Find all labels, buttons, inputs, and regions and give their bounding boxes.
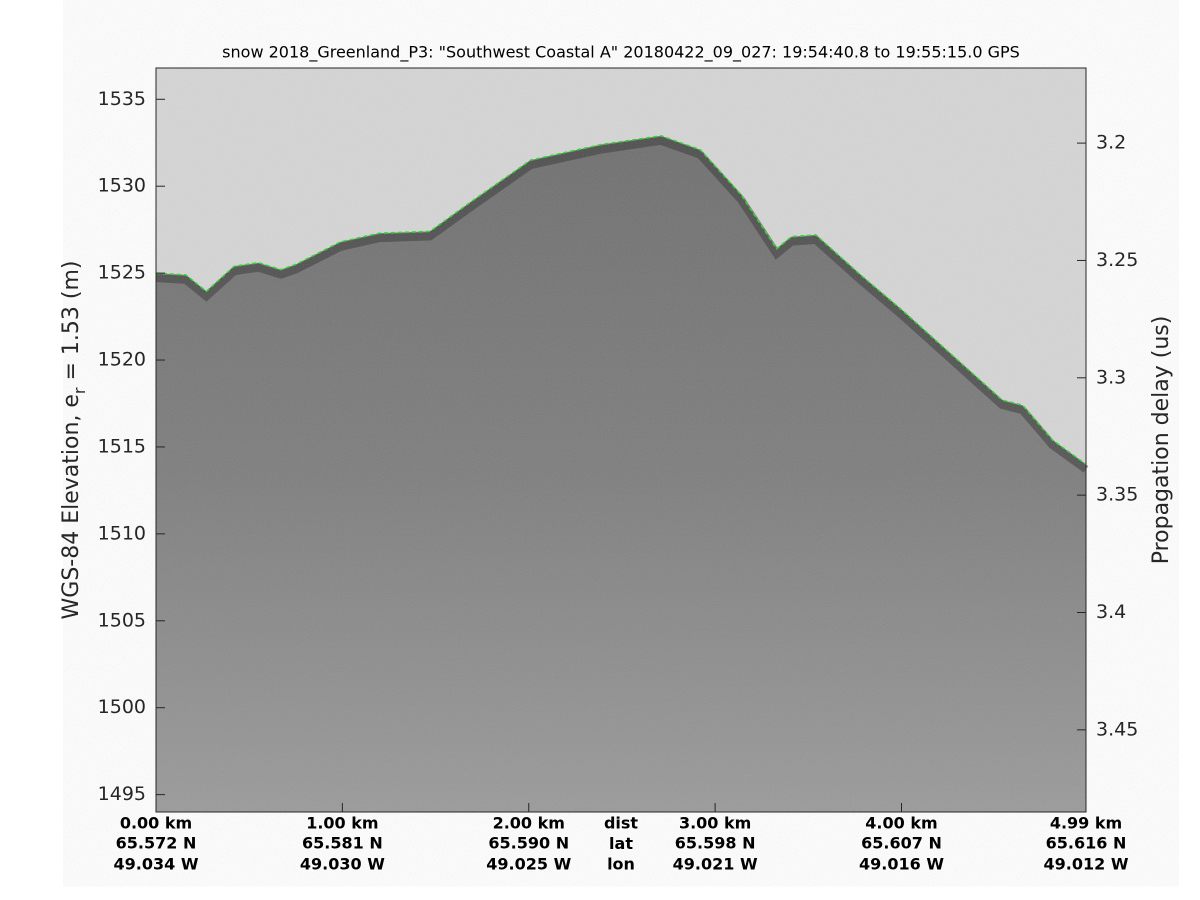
y-tick-label: 1500 xyxy=(98,696,146,718)
y2-tick-label: 3.25 xyxy=(1096,249,1138,271)
x-tick-label: 2.00 km xyxy=(493,814,565,833)
y-tick-label: 1505 xyxy=(98,609,146,631)
y-tick-label: 1530 xyxy=(98,175,146,197)
x-tick-label: 1.00 km xyxy=(306,814,378,833)
lat-label: 65.581 N xyxy=(302,834,383,853)
y-label-part: = 1.53 (m) xyxy=(59,261,84,388)
lon-label: 49.012 W xyxy=(1044,855,1129,874)
lat-label: 65.572 N xyxy=(116,834,197,853)
y2-tick-label: 3.4 xyxy=(1096,601,1126,623)
y-tick-label: 1525 xyxy=(98,262,146,284)
y2-tick-label: 3.35 xyxy=(1096,484,1138,506)
y-tick-label: 1495 xyxy=(98,783,146,805)
row-label: dist xyxy=(604,814,638,833)
x-tick-label: 3.00 km xyxy=(679,814,751,833)
y-tick-label: 1510 xyxy=(98,522,146,544)
y2-tick-label: 3.2 xyxy=(1096,132,1126,154)
y2-tick-label: 3.45 xyxy=(1096,718,1138,740)
chart-title: snow 2018_Greenland_P3: "Southwest Coast… xyxy=(222,43,1020,63)
lat-label: 65.607 N xyxy=(861,834,942,853)
y2-axis-label: Propagation delay (us) xyxy=(1149,316,1174,565)
y-label-subscript: r xyxy=(70,387,89,394)
lon-label: 49.016 W xyxy=(859,855,944,874)
y-tick-label: 1535 xyxy=(98,88,146,110)
lon-label: 49.025 W xyxy=(486,855,571,874)
x-tick-label: 4.99 km xyxy=(1050,814,1122,833)
x-tick-label: 4.00 km xyxy=(865,814,937,833)
row-label: lat xyxy=(609,834,633,853)
lat-label: 65.590 N xyxy=(488,834,569,853)
x-tick-label: 0.00 km xyxy=(120,814,192,833)
y-axis-label: WGS-84 Elevation, er = 1.53 (m) xyxy=(59,261,89,620)
plot-frame xyxy=(155,67,1087,813)
lon-label: 49.021 W xyxy=(673,855,758,874)
row-label: lon xyxy=(607,855,635,874)
lat-label: 65.598 N xyxy=(675,834,756,853)
lon-label: 49.034 W xyxy=(114,855,199,874)
y-tick-label: 1515 xyxy=(98,435,146,457)
y-tick-label: 1520 xyxy=(98,349,146,371)
y2-tick-label: 3.3 xyxy=(1096,366,1126,388)
lat-label: 65.616 N xyxy=(1046,834,1127,853)
y-label-part: WGS-84 Elevation, e xyxy=(59,394,84,619)
lon-label: 49.030 W xyxy=(300,855,385,874)
noise-texture xyxy=(156,68,1086,812)
